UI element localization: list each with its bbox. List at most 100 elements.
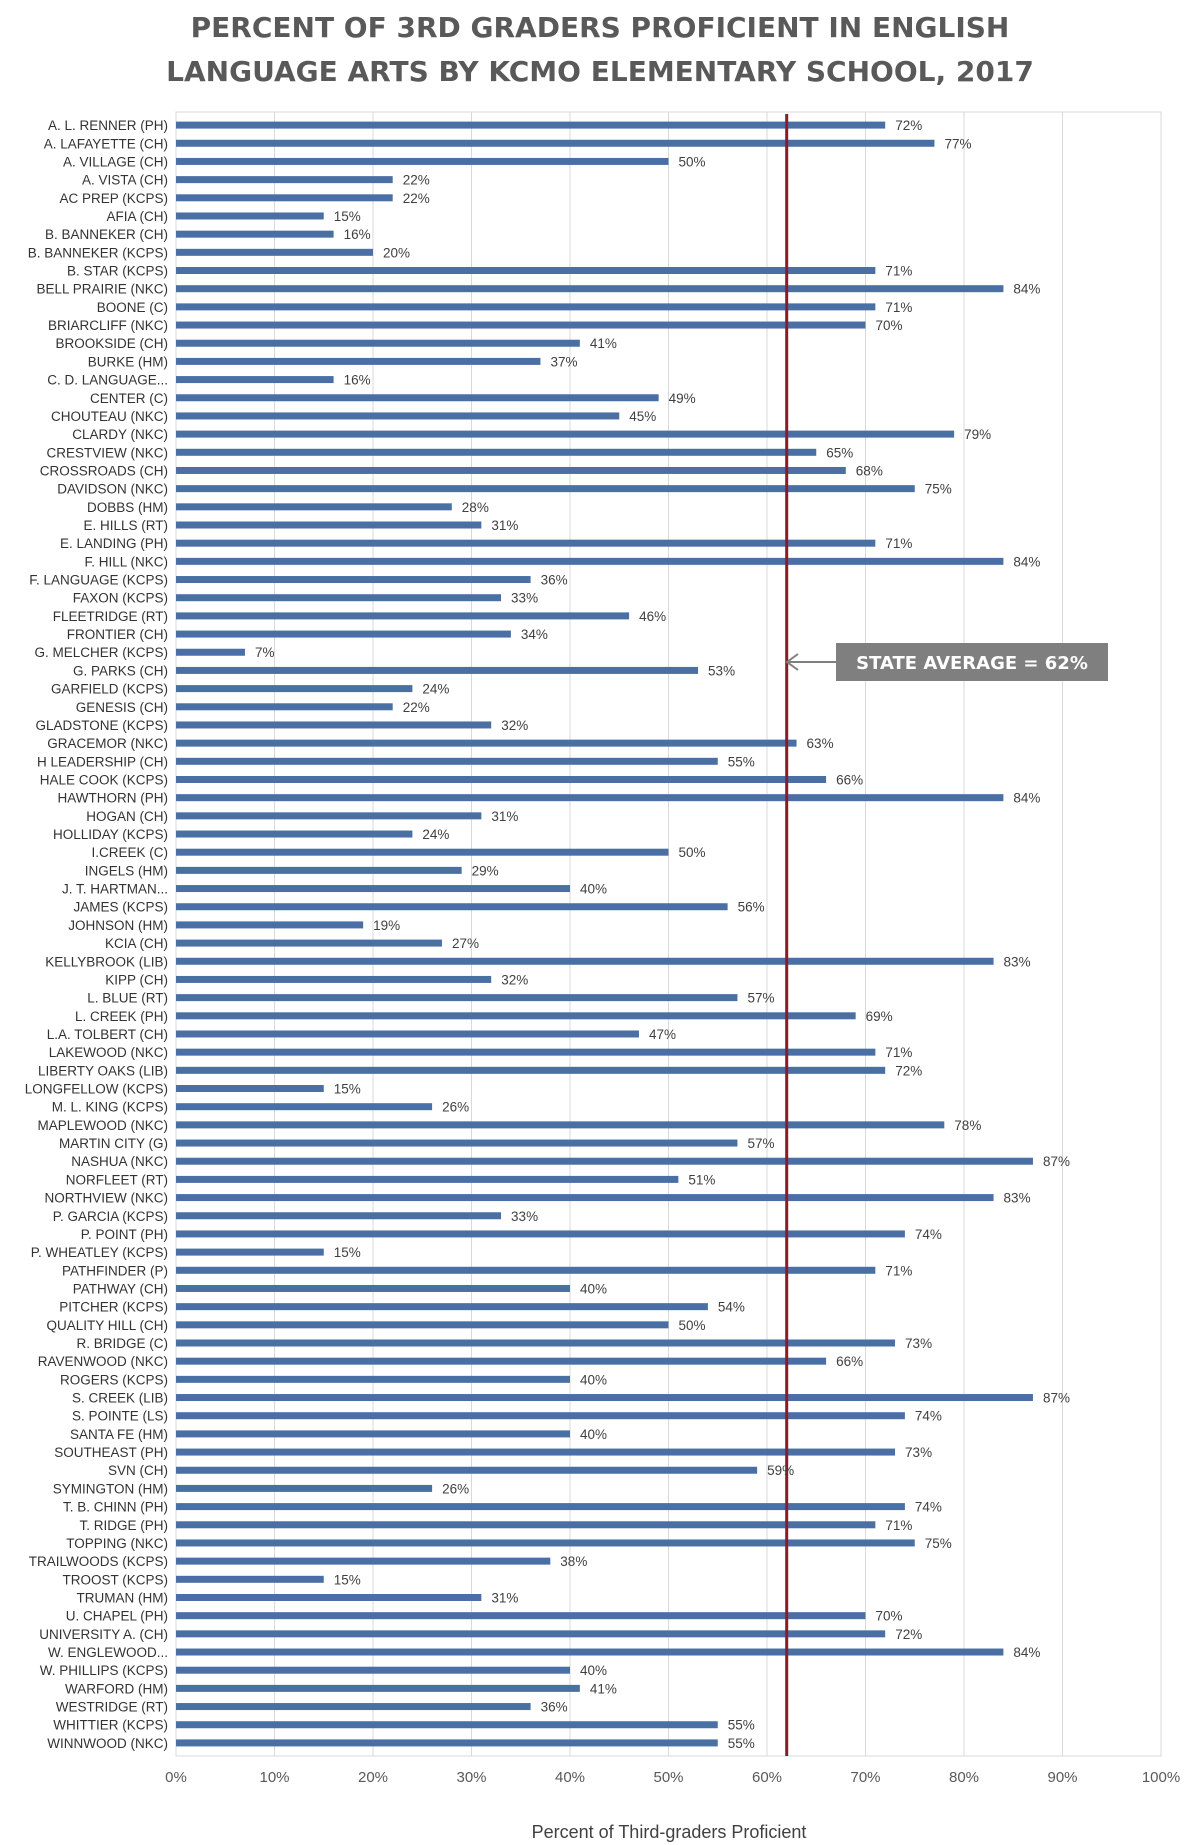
data-label: 31%: [491, 809, 518, 824]
category-label: KELLYBROOK (LIB): [45, 954, 168, 969]
data-label: 28%: [462, 500, 489, 515]
bar: [176, 1466, 758, 1474]
category-label: AC PREP (KCPS): [59, 191, 168, 206]
category-label: TROOST (KCPS): [62, 1572, 168, 1587]
bar: [176, 1230, 905, 1238]
bar: [176, 521, 482, 529]
category-label: FLEETRIDGE (RT): [53, 609, 168, 624]
category-label: WARFORD (HM): [65, 1681, 168, 1696]
category-label: HAWTHORN (PH): [58, 791, 169, 806]
category-label: BELL PRAIRIE (NKC): [36, 282, 168, 297]
category-label: DAVIDSON (NKC): [57, 482, 168, 497]
data-label: 31%: [491, 1590, 518, 1605]
bar: [176, 1339, 896, 1347]
category-label: A. VISTA (CH): [82, 173, 168, 188]
bar: [176, 212, 324, 220]
bar: [176, 1430, 570, 1438]
data-label: 73%: [905, 1445, 932, 1460]
bar: [176, 485, 915, 493]
data-label: 36%: [541, 1700, 568, 1715]
category-label: FAXON (KCPS): [73, 591, 168, 606]
data-label: 59%: [767, 1463, 794, 1478]
data-label: 34%: [521, 627, 548, 642]
x-tick-label: 80%: [949, 1769, 979, 1786]
category-label: CRESTVIEW (NKC): [47, 445, 169, 460]
bar: [176, 1703, 531, 1711]
bar: [176, 1121, 945, 1129]
data-label: 68%: [856, 463, 883, 478]
data-label: 32%: [501, 718, 528, 733]
bar: [176, 994, 738, 1002]
category-label: SYMINGTON (HM): [53, 1481, 168, 1496]
data-label: 53%: [708, 663, 735, 678]
category-label: B. BANNEKER (CH): [45, 227, 168, 242]
category-label: BOONE (C): [97, 300, 168, 315]
category-label: KIPP (CH): [105, 972, 168, 987]
category-label: P. WHEATLEY (KCPS): [31, 1245, 168, 1260]
category-label: NORFLEET (RT): [66, 1172, 168, 1187]
category-label: MAPLEWOOD (NKC): [37, 1118, 168, 1133]
x-tick-label: 50%: [653, 1769, 683, 1786]
data-label: 71%: [885, 264, 912, 279]
bar: [176, 1194, 994, 1202]
bar: [176, 1539, 915, 1547]
bar: [176, 666, 699, 674]
bar: [176, 775, 827, 783]
data-label: 71%: [885, 1263, 912, 1278]
category-label: CROSSROADS (CH): [40, 463, 168, 478]
category-label: SOUTHEAST (PH): [54, 1445, 168, 1460]
category-label: P. POINT (PH): [81, 1227, 168, 1242]
bar: [176, 339, 580, 347]
category-label: AFIA (CH): [106, 209, 168, 224]
category-label: WINNWOOD (NKC): [47, 1736, 168, 1751]
bar: [176, 157, 669, 165]
bar: [176, 1684, 580, 1692]
bar: [176, 957, 994, 965]
callout-label: STATE AVERAGE = 62%: [856, 653, 1088, 674]
data-label: 24%: [422, 827, 449, 842]
category-label: W. PHILLIPS (KCPS): [40, 1663, 168, 1678]
data-label: 36%: [541, 573, 568, 588]
data-label: 84%: [1013, 791, 1040, 806]
data-label: 54%: [718, 1300, 745, 1315]
data-label: 55%: [728, 754, 755, 769]
bar: [176, 1739, 718, 1747]
x-axis-label: Percent of Third-graders Proficient: [532, 1822, 807, 1842]
bar: [176, 1139, 738, 1147]
category-label: CHOUTEAU (NKC): [51, 409, 168, 424]
x-tick-label: 100%: [1142, 1769, 1180, 1786]
category-label: BRIARCLIFF (NKC): [48, 318, 168, 333]
category-label: NORTHVIEW (NKC): [45, 1191, 169, 1206]
data-label: 38%: [560, 1554, 587, 1569]
category-label: GENESIS (CH): [76, 700, 168, 715]
data-label: 75%: [925, 1536, 952, 1551]
category-label: NASHUA (NKC): [71, 1154, 168, 1169]
bar: [176, 757, 718, 765]
data-label: 46%: [639, 609, 666, 624]
bar: [176, 848, 669, 856]
data-label: 40%: [580, 1281, 607, 1296]
data-label: 22%: [403, 700, 430, 715]
category-label: GRACEMOR (NKC): [47, 736, 168, 751]
x-tick-label: 30%: [456, 1769, 486, 1786]
category-labels: A. L. RENNER (PH) A. LAFAYETTE (CH) A. VIL…: [25, 118, 168, 1751]
data-label: 84%: [1013, 1645, 1040, 1660]
data-label: 74%: [915, 1227, 942, 1242]
x-tick-label: 90%: [1047, 1769, 1077, 1786]
category-label: F. LANGUAGE (KCPS): [29, 573, 168, 588]
bar: [176, 1357, 827, 1365]
bar: [176, 739, 797, 747]
state-average-callout: STATE AVERAGE = 62%: [785, 643, 1108, 681]
bar: [176, 285, 1004, 293]
category-label: E. LANDING (PH): [60, 536, 168, 551]
data-label: 40%: [580, 1663, 607, 1678]
data-label: 20%: [383, 245, 410, 260]
data-label: 41%: [590, 336, 617, 351]
category-label: CLARDY (NKC): [72, 427, 168, 442]
category-label: LONGFELLOW (KCPS): [25, 1082, 168, 1097]
data-label: 19%: [373, 918, 400, 933]
category-label: S. CREEK (LIB): [72, 1391, 168, 1406]
data-label: 50%: [679, 1318, 706, 1333]
data-label: 26%: [442, 1481, 469, 1496]
category-label: PATHWAY (CH): [73, 1281, 168, 1296]
